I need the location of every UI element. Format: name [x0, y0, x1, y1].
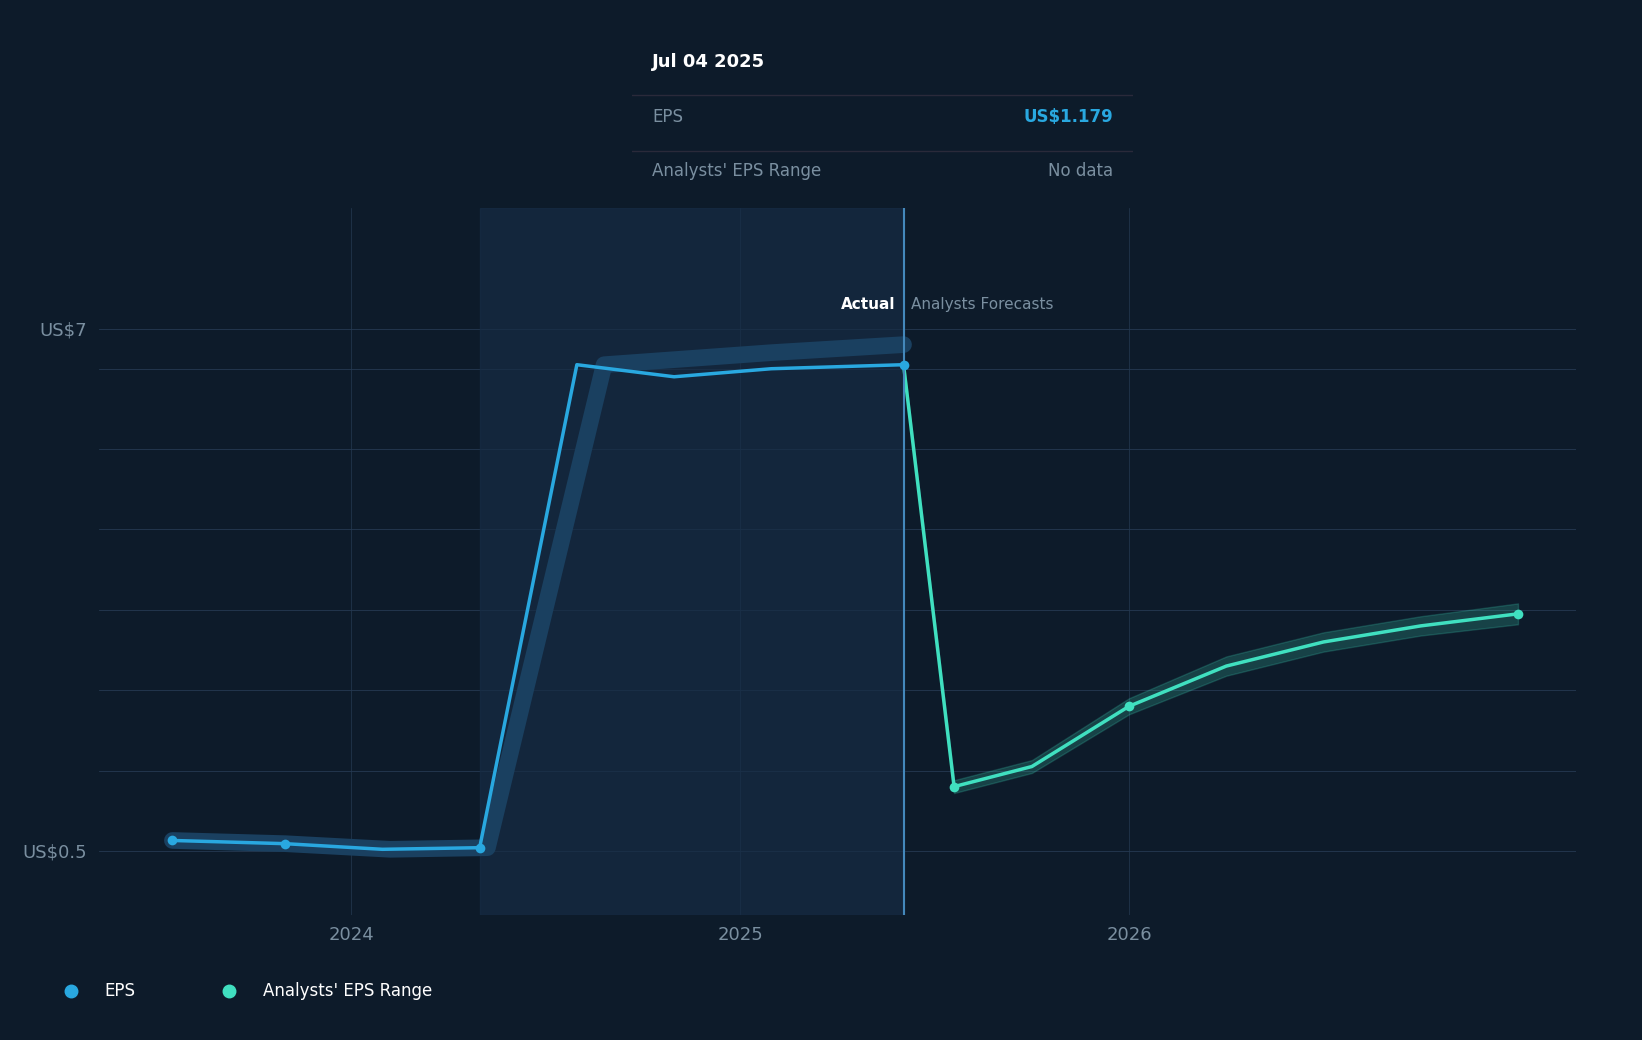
- Bar: [479, 208, 903, 915]
- Text: US$1.179: US$1.179: [1023, 107, 1113, 126]
- Text: Actual: Actual: [841, 297, 897, 312]
- Text: Analysts Forecasts: Analysts Forecasts: [911, 297, 1054, 312]
- Text: Analysts' EPS Range: Analysts' EPS Range: [263, 982, 432, 999]
- Text: Analysts' EPS Range: Analysts' EPS Range: [652, 162, 821, 180]
- Text: Jul 04 2025: Jul 04 2025: [652, 53, 765, 71]
- Text: EPS: EPS: [105, 982, 136, 999]
- Text: No data: No data: [1048, 162, 1113, 180]
- Text: EPS: EPS: [652, 107, 683, 126]
